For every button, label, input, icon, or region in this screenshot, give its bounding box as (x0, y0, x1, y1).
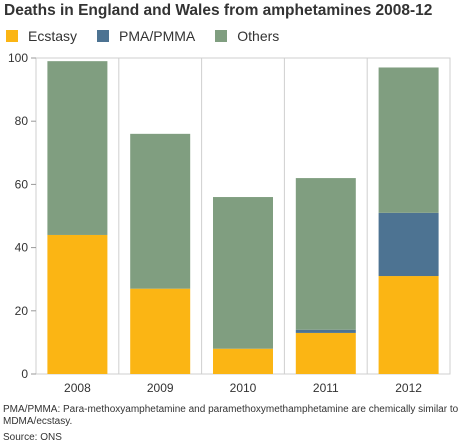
bar-segment-others-2012 (378, 67, 439, 213)
bar-segment-pma-pmma-2011 (295, 329, 356, 333)
legend-swatch-pma-pmma (97, 30, 110, 42)
legend-item-ecstasy: Ecstasy (6, 28, 77, 44)
bar-segment-ecstasy-2010 (213, 348, 273, 374)
bar-segment-ecstasy-2009 (130, 288, 191, 374)
bar-segment-ecstasy-2011 (295, 332, 356, 374)
bar-segment-others-2009 (130, 133, 191, 289)
footnote: PMA/PMMA: Para-methoxyamphetamine and pa… (3, 404, 459, 427)
source-note: Source: ONS (3, 432, 62, 443)
y-tick-label: 20 (15, 304, 29, 318)
x-tick-label: 2008 (64, 381, 91, 395)
bar-segment-ecstasy-2008 (47, 234, 108, 374)
y-tick-label: 40 (15, 241, 29, 255)
legend-label-others: Others (237, 28, 280, 44)
chart-title: Deaths in England and Wales from ampheta… (4, 2, 433, 19)
legend-item-others: Others (215, 28, 279, 44)
legend-label-ecstasy: Ecstasy (28, 28, 78, 44)
legend-item-pma-pmma: PMA/PMMA (97, 28, 195, 44)
bar-segment-pma-pmma-2012 (378, 212, 439, 277)
x-tick-label: 2010 (230, 381, 257, 395)
bar-segment-others-2011 (295, 178, 356, 330)
legend: Ecstasy PMA/PMMA Others (6, 26, 299, 46)
y-tick-label: 100 (8, 51, 28, 65)
bar-segment-others-2008 (47, 61, 108, 235)
legend-label-pma-pmma: PMA/PMMA (119, 28, 196, 44)
x-tick-label: 2009 (147, 381, 174, 395)
bar-segment-ecstasy-2012 (378, 276, 439, 374)
bar-segment-others-2010 (213, 197, 273, 349)
legend-swatch-others (215, 30, 228, 42)
y-tick-label: 60 (15, 177, 29, 191)
y-tick-label: 0 (21, 367, 28, 381)
legend-swatch-ecstasy (6, 30, 18, 42)
x-tick-label: 2012 (395, 381, 422, 395)
y-tick-label: 80 (15, 114, 29, 128)
stacked-bar-chart: 0 20 40 60 80 100 2008 2009 2010 2011 2012 (8, 51, 451, 395)
x-tick-label: 2011 (313, 381, 339, 395)
